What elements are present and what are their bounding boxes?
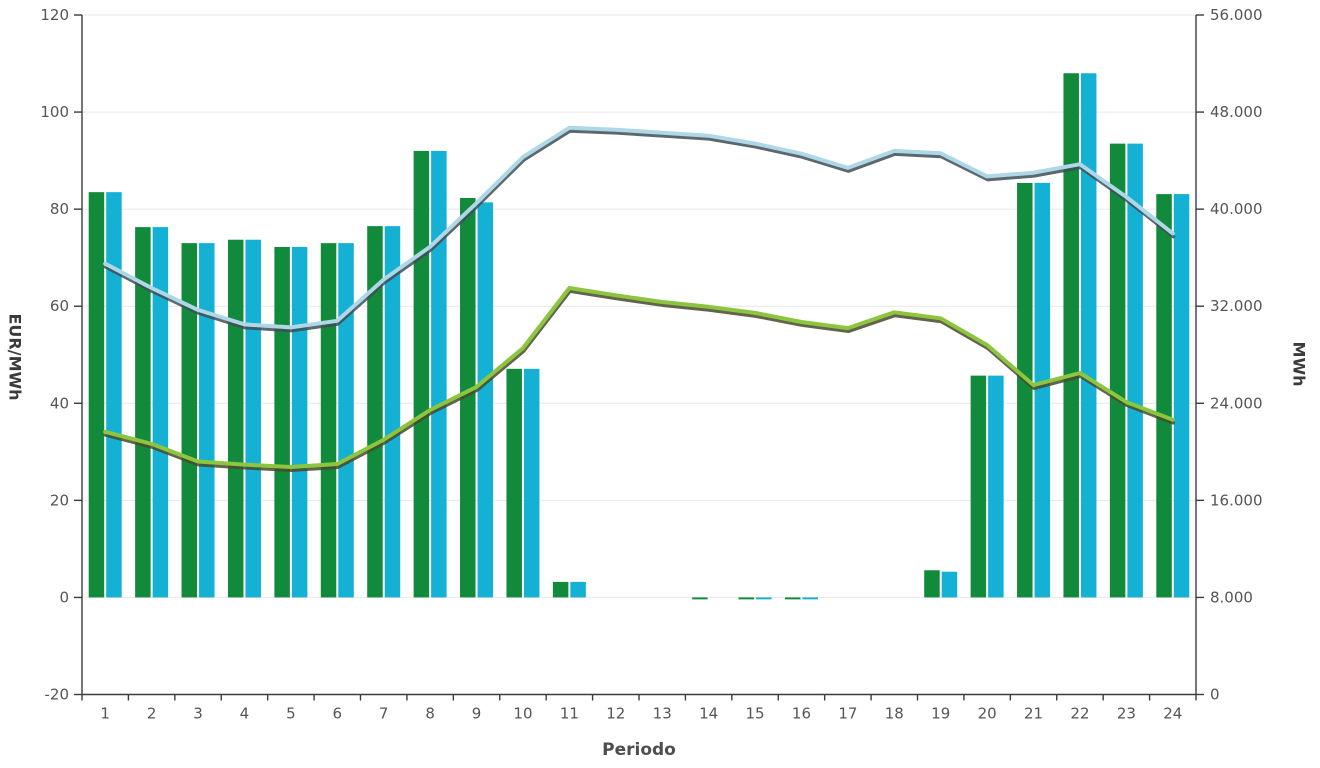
energy-line-yellow-green	[103, 286, 1176, 472]
x-axis-title: Periodo	[602, 740, 676, 760]
right-tick-label: 24.000	[1210, 394, 1263, 412]
x-tick-label: 8	[425, 705, 435, 723]
x-tick-label: 22	[1070, 705, 1089, 723]
x-tick-label: 7	[379, 705, 389, 723]
right-axis-title: MWh	[1289, 341, 1309, 387]
bar-period-16	[784, 597, 801, 600]
x-tick-label: 14	[699, 705, 718, 723]
bar-period-16	[802, 597, 818, 600]
bar-period-20	[970, 375, 987, 598]
bar-period-22	[1080, 73, 1097, 598]
bar-period-9	[477, 202, 494, 598]
bar-period-23	[1127, 143, 1143, 598]
price-bars-green	[88, 73, 1172, 600]
bar-period-4	[227, 239, 244, 598]
x-tick-label: 3	[193, 705, 203, 723]
bar-period-14	[692, 597, 708, 600]
axes: 120100806040200-2056.00048.00040.00032.0…	[40, 6, 1262, 723]
bar-period-2	[152, 227, 169, 598]
price-bars-cyan	[106, 73, 1190, 600]
bar-period-1	[88, 192, 105, 598]
bar-period-6	[338, 243, 354, 598]
x-tick-label: 21	[1024, 705, 1043, 723]
bar-period-8	[431, 150, 447, 598]
bar-period-24	[1173, 194, 1190, 598]
right-tick-label: 40.000	[1210, 200, 1263, 218]
bar-period-8	[413, 150, 430, 598]
left-tick-label: 120	[40, 6, 69, 24]
bar-period-9	[460, 197, 476, 598]
bar-period-7	[367, 226, 383, 598]
bar-period-3	[181, 243, 198, 598]
bar-period-19	[941, 571, 958, 598]
bar-period-2	[135, 227, 151, 598]
energy-line-light-blue-shadow	[103, 129, 1176, 333]
bar-period-15	[756, 597, 772, 600]
x-tick-label: 18	[885, 705, 904, 723]
left-axis-title: EUR/MWh	[5, 313, 25, 401]
bar-period-11	[552, 581, 569, 598]
x-tick-label: 5	[286, 705, 296, 723]
bar-period-21	[1017, 182, 1033, 598]
bar-period-21	[1034, 182, 1051, 598]
x-tick-label: 11	[560, 705, 579, 723]
x-tick-label: 2	[147, 705, 157, 723]
x-tick-label: 9	[472, 705, 482, 723]
right-tick-label: 32.000	[1210, 297, 1263, 315]
x-tick-label: 20	[978, 705, 997, 723]
x-tick-label: 17	[838, 705, 857, 723]
bar-period-19	[924, 570, 940, 598]
bar-period-15	[738, 597, 755, 600]
right-tick-label: 48.000	[1210, 103, 1263, 121]
x-tick-label: 6	[333, 705, 343, 723]
left-tick-label: 40	[50, 394, 69, 412]
x-tick-label: 24	[1163, 705, 1182, 723]
bar-period-4	[245, 239, 261, 598]
right-tick-label: 0	[1210, 686, 1220, 704]
right-tick-label: 8.000	[1210, 588, 1253, 606]
bar-period-22	[1063, 73, 1079, 598]
bar-period-24	[1156, 194, 1172, 598]
left-tick-label: 60	[50, 297, 69, 315]
energy-line-light-blue	[103, 125, 1176, 333]
x-tick-label: 19	[931, 705, 950, 723]
right-tick-label: 56.000	[1210, 6, 1263, 24]
energy-line-yellow-green-stroke	[103, 286, 1175, 469]
energy-line-yellow-green-shadow	[103, 289, 1176, 472]
bar-period-20	[988, 375, 1004, 598]
x-tick-label: 23	[1117, 705, 1136, 723]
left-tick-label: 100	[40, 103, 69, 121]
x-tick-label: 16	[792, 705, 811, 723]
x-tick-label: 1	[100, 705, 110, 723]
right-tick-label: 16.000	[1210, 491, 1263, 509]
bar-period-6	[320, 243, 337, 598]
x-tick-label: 15	[745, 705, 764, 723]
bar-period-1	[106, 192, 122, 598]
left-tick-label: 0	[59, 588, 69, 606]
bar-period-23	[1109, 143, 1126, 598]
bar-period-7	[384, 226, 401, 598]
left-tick-label: -20	[45, 686, 70, 704]
x-tick-label: 12	[606, 705, 625, 723]
bar-period-5	[291, 247, 308, 598]
energy-line-light-blue-stroke	[103, 125, 1175, 330]
x-tick-label: 4	[240, 705, 250, 723]
bar-period-3	[199, 243, 215, 598]
left-tick-label: 20	[50, 491, 69, 509]
gridlines	[82, 14, 1196, 598]
bar-period-10	[506, 368, 522, 598]
left-tick-label: 80	[50, 200, 69, 218]
bar-period-5	[274, 247, 290, 598]
x-tick-label: 13	[653, 705, 672, 723]
bar-period-10	[523, 368, 540, 598]
x-tick-label: 10	[513, 705, 532, 723]
bar-period-11	[570, 581, 586, 598]
